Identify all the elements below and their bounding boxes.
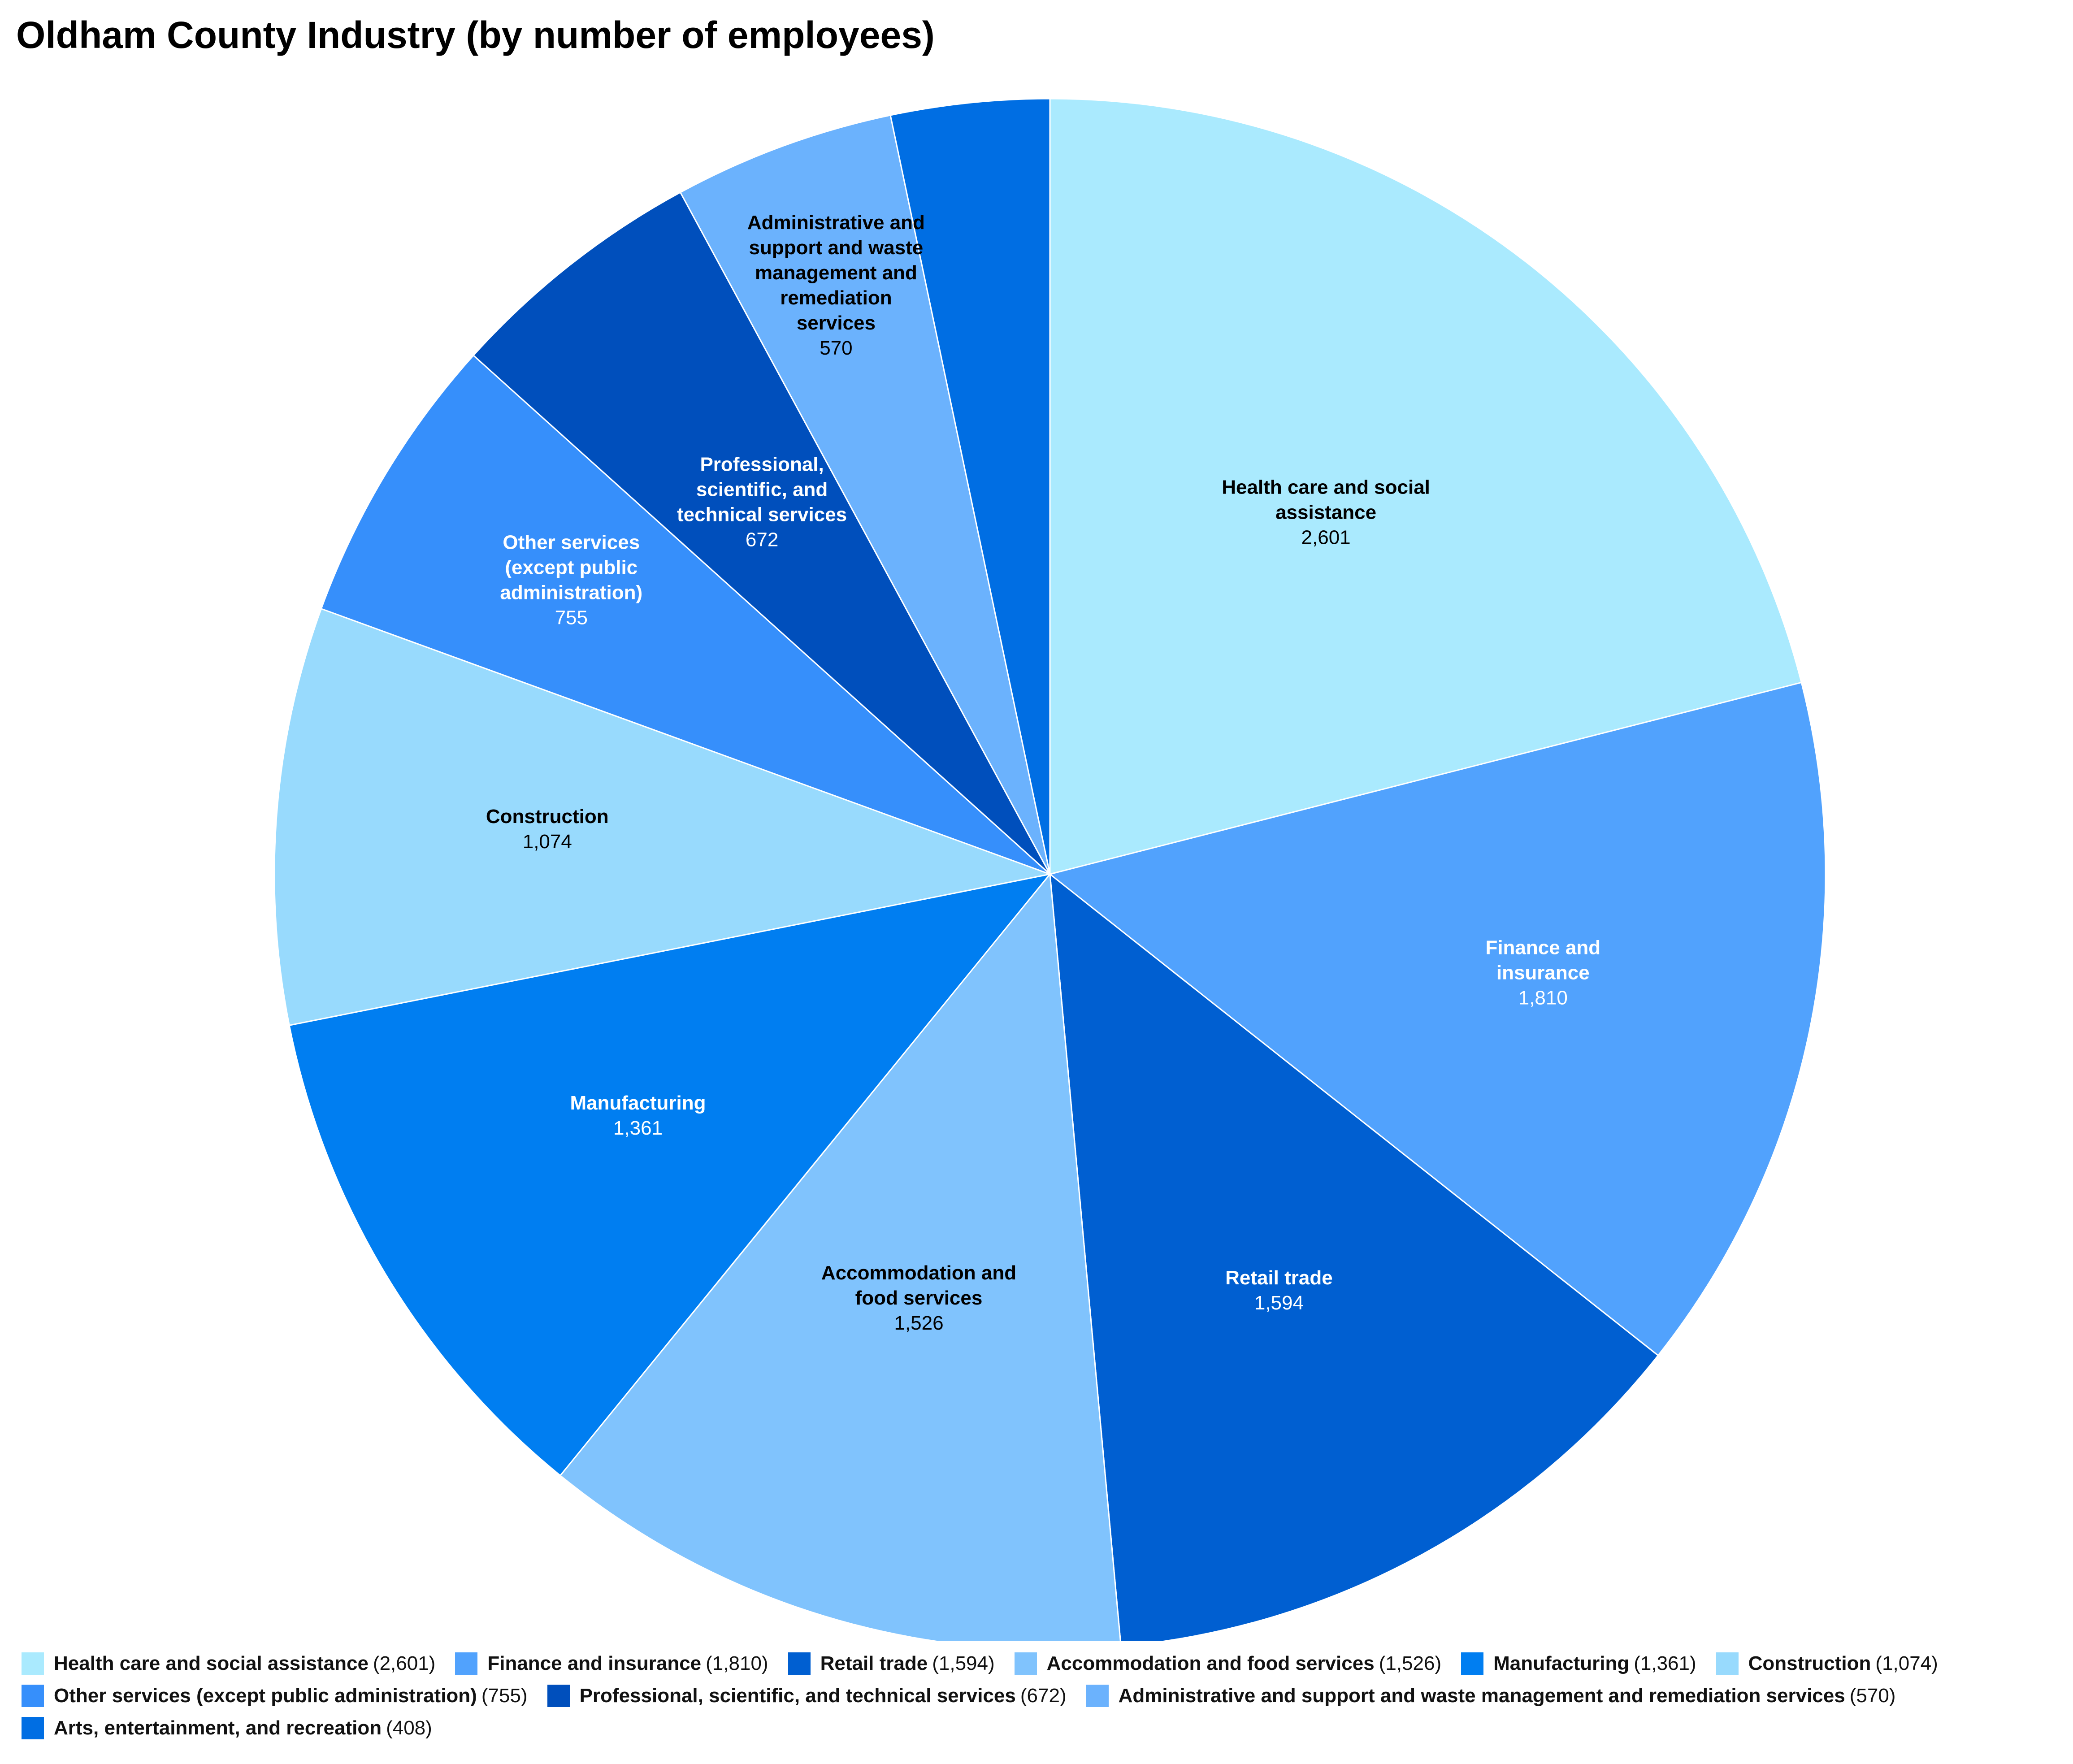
slice-label-value: 2,601 (1301, 527, 1351, 549)
legend-value: (672) (1020, 1685, 1067, 1707)
slice-label: Other services (except public administrati… (500, 532, 642, 629)
legend-swatch (22, 1685, 44, 1707)
legend-value: (2,601) (373, 1652, 436, 1674)
legend-label: Construction (1748, 1652, 1871, 1674)
slice-label-name: Construction (486, 806, 609, 828)
slice-label-name: administration) (500, 582, 642, 604)
legend-item: Other services (except public administra… (22, 1682, 528, 1710)
slice-label-name: Finance and (1485, 936, 1600, 958)
pie-slice (1049, 98, 1803, 875)
legend-item: Construction (1,074) (1716, 1650, 1938, 1677)
legend-value: (1,594) (932, 1652, 995, 1674)
legend-swatch (455, 1652, 478, 1675)
slice-label-name: Retail trade (1225, 1267, 1333, 1289)
legend-swatch (1086, 1685, 1109, 1707)
pie-slice (679, 114, 1051, 875)
legend-swatch (547, 1685, 570, 1707)
slice-label: Professional, scientific, and technical se… (677, 454, 847, 551)
legend-label: Professional, scientific, and technical … (579, 1685, 1016, 1707)
slice-label-value: 1,361 (613, 1117, 663, 1139)
slice-label-name: (except public (505, 557, 638, 579)
chart-title: Oldham County Industry (by number of emp… (16, 14, 935, 56)
legend-label: Accommodation and food services (1046, 1652, 1375, 1674)
slice-label-value: 570 (820, 337, 852, 359)
slice-label-name: Accommodation and (821, 1262, 1016, 1284)
pie-slice (889, 98, 1051, 875)
legend-item: Arts, entertainment, and recreation (408) (22, 1714, 432, 1742)
pie-slice (1049, 872, 1659, 1641)
slice-label-name: Administrative and (747, 212, 925, 234)
pie-slice (559, 872, 1121, 1641)
slice-label: Manufacturing 1,361 (570, 1092, 706, 1139)
legend-swatch (1014, 1652, 1037, 1675)
legend-swatch (788, 1652, 811, 1675)
legend-label: Health care and social assistance (54, 1652, 369, 1674)
slice-label-name: insurance (1496, 962, 1590, 984)
slice-label-name: remediation (780, 287, 892, 309)
slice-label-name: Health care and social (1222, 477, 1430, 498)
pie-slice (1048, 681, 1826, 1357)
slice-label: Retail trade 1,594 (1225, 1267, 1333, 1314)
legend-item: Manufacturing (1,361) (1461, 1650, 1696, 1677)
slice-label-name: assistance (1275, 502, 1376, 524)
legend-item: Health care and social assistance (2,601) (22, 1650, 435, 1677)
slice-label-name: support and waste (749, 237, 924, 259)
pie-labels: Health care and social assistance 2,601 Fin… (486, 212, 1600, 1334)
slice-label-name: technical services (677, 504, 847, 526)
legend-value: (755) (481, 1685, 528, 1707)
legend-value: (1,074) (1875, 1652, 1938, 1674)
legend-swatch (22, 1652, 44, 1675)
slice-label-value: 1,810 (1518, 987, 1568, 1009)
slice-label-name: Professional, (700, 454, 824, 476)
slice-label-value: 1,594 (1254, 1292, 1304, 1314)
slice-label-value: 1,074 (523, 831, 572, 853)
slice-label-name: Manufacturing (570, 1092, 706, 1114)
slice-label-name: food services (855, 1287, 983, 1309)
legend-swatch (1716, 1652, 1739, 1675)
legend-label: Retail trade (820, 1652, 928, 1674)
legend-label: Arts, entertainment, and recreation (54, 1717, 382, 1739)
slice-label-name: services (797, 312, 876, 334)
legend-value: (1,526) (1379, 1652, 1442, 1674)
legend-label: Manufacturing (1493, 1652, 1630, 1674)
slice-label: Construction 1,074 (486, 806, 609, 853)
slice-label: Administrative and support and waste manag… (747, 212, 925, 359)
slice-label-name: management and (755, 262, 917, 284)
legend-swatch (1461, 1652, 1484, 1675)
legend-label: Administrative and support and waste man… (1118, 1685, 1845, 1707)
slice-label-value: 1,526 (894, 1312, 943, 1334)
pie-slices (273, 98, 1826, 1641)
legend-label: Finance and insurance (487, 1652, 702, 1674)
legend-swatch (22, 1717, 44, 1739)
slice-label-name: Other services (503, 532, 640, 554)
slice-label-value: 672 (746, 529, 778, 551)
legend-value: (1,361) (1634, 1652, 1696, 1674)
pie-slice (288, 873, 1052, 1477)
legend-item: Accommodation and food services (1,526) (1014, 1650, 1442, 1677)
legend-value: (408) (386, 1717, 432, 1739)
legend-value: (1,810) (706, 1652, 768, 1674)
slice-label: Accommodation and food services 1,526 (821, 1262, 1016, 1334)
legend-item: Finance and insurance (1,810) (455, 1650, 768, 1677)
pie-slice (273, 607, 1053, 1026)
legend-item: Administrative and support and waste man… (1086, 1682, 1896, 1710)
legend-value: (570) (1849, 1685, 1896, 1707)
slice-label-name: scientific, and (696, 479, 828, 501)
slice-label: Health care and social assistance 2,601 (1222, 477, 1430, 549)
legend: Health care and social assistance (2,601)… (22, 1650, 2057, 1742)
legend-label: Other services (except public administra… (54, 1685, 477, 1707)
pie-chart: Health care and social assistance 2,601 Fin… (273, 98, 1826, 1641)
slice-label: Finance and insurance 1,810 (1485, 936, 1600, 1009)
legend-item: Retail trade (1,594) (788, 1650, 995, 1677)
pie-slice (472, 191, 1051, 875)
slice-label-value: 755 (555, 607, 588, 629)
pie-slice (320, 354, 1051, 875)
legend-item: Professional, scientific, and technical … (547, 1682, 1067, 1710)
